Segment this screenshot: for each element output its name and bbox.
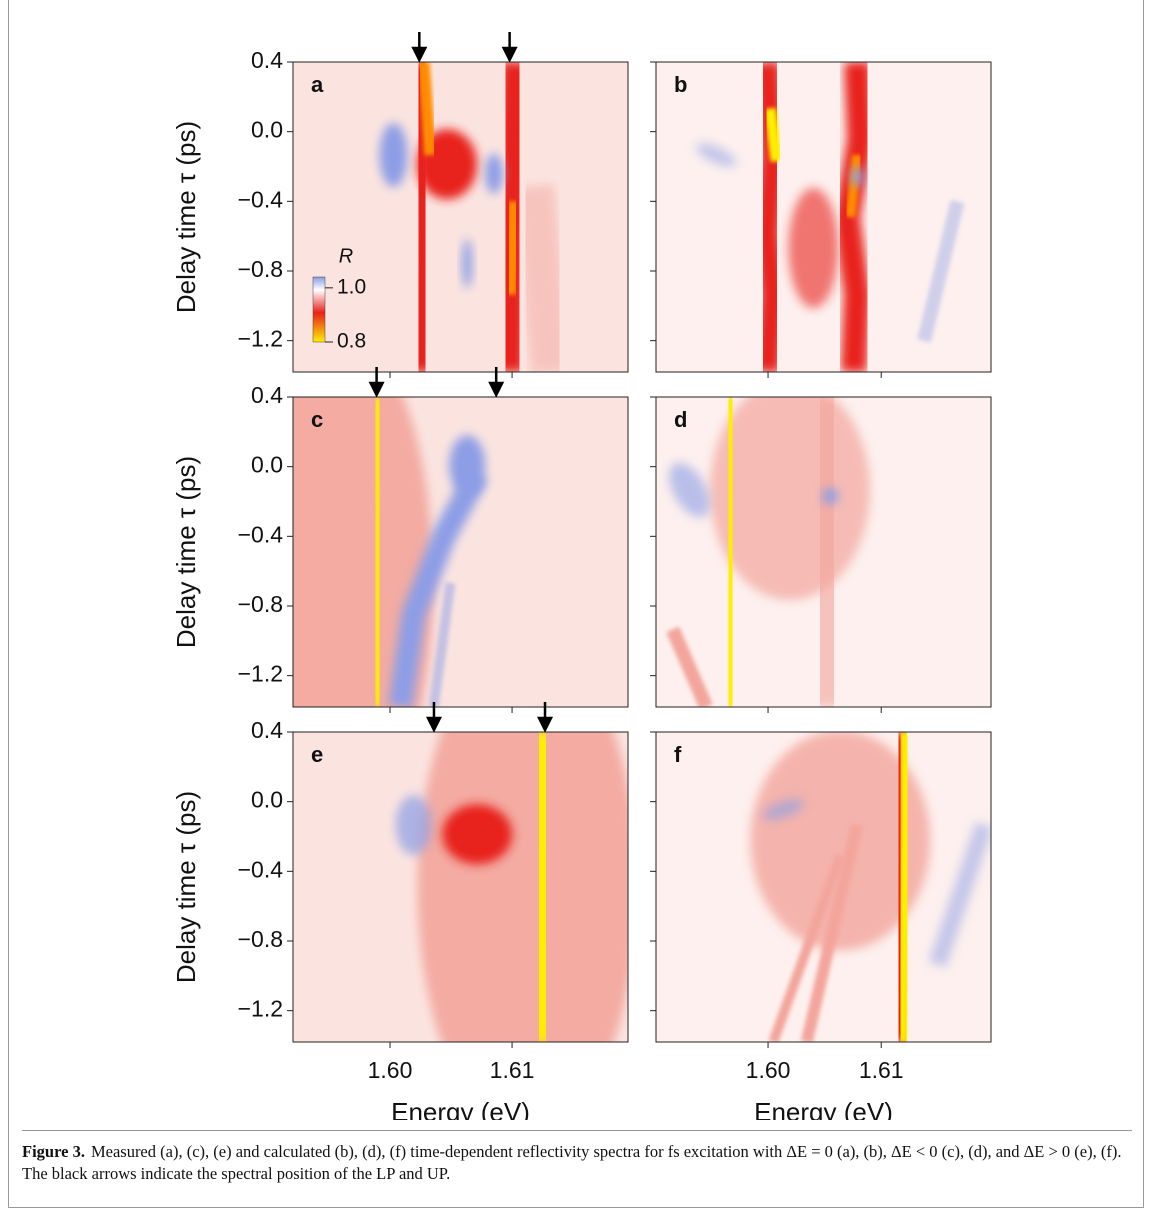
x-axis-label: Energy (eV) (391, 1097, 530, 1120)
spectral-blob (442, 804, 513, 865)
y-tick-label: −1.2 (238, 326, 283, 352)
plot-frame (655, 61, 992, 373)
y-axis-label: Delay time τ (ps) (171, 791, 201, 983)
spectral-blob (449, 435, 486, 496)
x-tick-label: 1.61 (490, 1057, 535, 1083)
y-tick-label: −0.8 (238, 926, 283, 952)
y-tick-label: 0.0 (251, 787, 283, 813)
spectral-band (800, 823, 863, 1042)
spectral-blob (822, 488, 839, 505)
spectral-band (928, 822, 991, 968)
panel-letter: e (311, 742, 323, 767)
caption-text: Measured (a), (c), (e) and calculated (b… (22, 1142, 1122, 1183)
spectral-band (417, 62, 437, 156)
spectral-band (666, 626, 713, 707)
spectral-band (388, 468, 488, 707)
spectral-blob (788, 188, 839, 308)
heatmap (656, 732, 991, 1042)
y-tick-label: −1.2 (238, 996, 283, 1022)
spectral-blob (696, 143, 737, 167)
spectral-band (768, 854, 845, 1042)
x-tick-label: 1.61 (859, 1057, 904, 1083)
panel-letter: a (311, 72, 324, 97)
y-axis-label: Delay time τ (ps) (171, 121, 201, 313)
y-tick-label: −0.8 (238, 256, 283, 282)
y-axis-label: Delay time τ (ps) (171, 456, 201, 648)
y-tick-label: −0.8 (238, 591, 283, 617)
spectral-band (763, 107, 783, 162)
arrow (425, 702, 442, 733)
y-tick-label: −0.4 (238, 856, 284, 882)
spectral-blob (379, 123, 408, 187)
y-tick-label: −1.2 (238, 661, 283, 687)
spectral-blob (851, 166, 863, 187)
heatmap (656, 62, 991, 372)
figure-frame (8, 0, 1144, 1208)
x-tick-label: 1.60 (368, 1057, 413, 1083)
spectral-blob (762, 798, 805, 821)
y-tick-label: −0.4 (238, 521, 284, 547)
spectral-band (367, 397, 388, 707)
heatmap (293, 397, 628, 707)
panel-letter: f (674, 742, 682, 767)
spectral-blob (750, 732, 931, 951)
arrow (488, 367, 505, 398)
spectral-band (504, 201, 521, 295)
arrow (536, 702, 554, 733)
x-tick-label: 1.60 (746, 1057, 791, 1083)
spectral-band (896, 732, 912, 1042)
spectral-blob (669, 462, 710, 518)
plot-frame (292, 61, 629, 373)
spectral-blob (462, 238, 473, 289)
figure: a 0.4 0.0 −0.4 −0.8 −1.2 Delay time τ (ps) R 1.0… (171, 32, 992, 1120)
heatmap (293, 62, 628, 372)
y-tick-label: 0.0 (251, 117, 283, 143)
panel-letter: b (674, 72, 687, 97)
caption: Figure 3. Measured (a), (c), (e) and calc… (22, 1130, 1132, 1185)
plot-frame (655, 396, 992, 708)
plot-frame (655, 731, 992, 1043)
y-tick-label: 0.0 (251, 452, 283, 478)
plot-frame (292, 731, 629, 1043)
y-tick-label: −0.4 (238, 186, 284, 212)
y-tick-label: 0.4 (251, 717, 283, 743)
spectral-band (833, 62, 874, 372)
spectral-band (845, 154, 862, 218)
spectral-band (514, 184, 571, 372)
caption-label: Figure 3. (22, 1142, 85, 1161)
arrow (368, 367, 385, 398)
spectral-band (803, 397, 851, 707)
spectral-band (428, 582, 456, 707)
panel-letter: c (311, 407, 323, 432)
spectral-band (721, 397, 740, 707)
plot-frame (292, 396, 629, 708)
colorbar-tick-label: 0.8 (337, 330, 366, 353)
panel-letter: d (674, 407, 687, 432)
heatmap (293, 732, 628, 1042)
x-axis-label: Energy (eV) (754, 1097, 893, 1120)
spectral-blob (485, 153, 503, 194)
heatmap (656, 397, 991, 707)
arrow (501, 32, 518, 63)
colorbar-label: R (339, 245, 353, 267)
spectral-band (917, 199, 965, 343)
arrow (411, 32, 428, 63)
y-tick-label: 0.4 (251, 382, 283, 408)
y-tick-label: 0.4 (251, 47, 283, 73)
colorbar (312, 276, 326, 343)
heatmap-bg (293, 62, 628, 372)
colorbar-tick-label: 1.0 (337, 275, 366, 298)
spectral-band (527, 732, 558, 1042)
